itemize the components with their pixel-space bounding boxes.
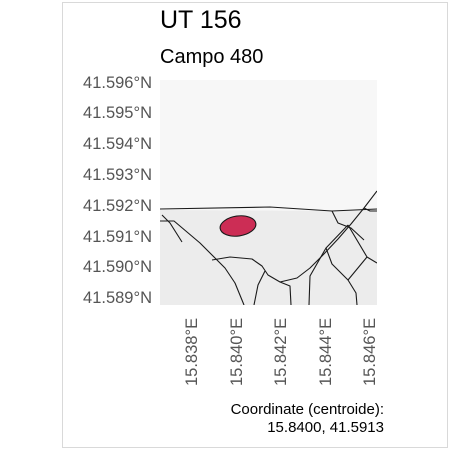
road-line xyxy=(279,281,292,305)
y-tick-label: 41.592°N xyxy=(83,197,152,215)
centroid-caption: Coordinate (centroide): 15.8400, 41.5913 xyxy=(231,401,384,437)
y-tick-label: 41.594°N xyxy=(83,135,152,153)
y-tick-label: 41.593°N xyxy=(83,166,152,184)
building-outline xyxy=(325,224,368,281)
x-tick-label: 15.842°E xyxy=(272,317,290,386)
road-line xyxy=(253,270,266,305)
y-tick-label: 41.595°N xyxy=(83,104,152,122)
x-tick-label: 15.840°E xyxy=(228,317,246,386)
road-line xyxy=(308,247,327,305)
road-line xyxy=(160,206,377,212)
road-line xyxy=(160,220,245,305)
road-line xyxy=(331,210,365,241)
x-tick-label: 15.838°E xyxy=(183,317,201,386)
highlighted-parcel xyxy=(219,215,257,237)
land-parcels xyxy=(160,209,377,305)
centroid-label: Coordinate (centroide): xyxy=(230,401,384,418)
road-line xyxy=(211,190,377,283)
x-tick-label: 15.844°E xyxy=(317,317,335,386)
map-plot xyxy=(160,80,377,305)
y-tick-label: 41.596°N xyxy=(83,74,152,92)
y-tick-label: 41.590°N xyxy=(83,258,152,276)
map-subtitle: Campo 480 xyxy=(160,46,264,68)
x-tick-label: 15.846°E xyxy=(361,317,379,386)
road-line xyxy=(366,256,377,264)
road-line xyxy=(161,214,183,243)
centroid-coordinates: 15.8400, 41.5913 xyxy=(267,419,384,436)
y-tick-label: 41.589°N xyxy=(83,289,152,307)
road-line xyxy=(363,207,377,212)
y-tick-label: 41.591°N xyxy=(83,228,152,246)
map-title: UT 156 xyxy=(160,6,242,34)
road-line xyxy=(347,279,358,305)
